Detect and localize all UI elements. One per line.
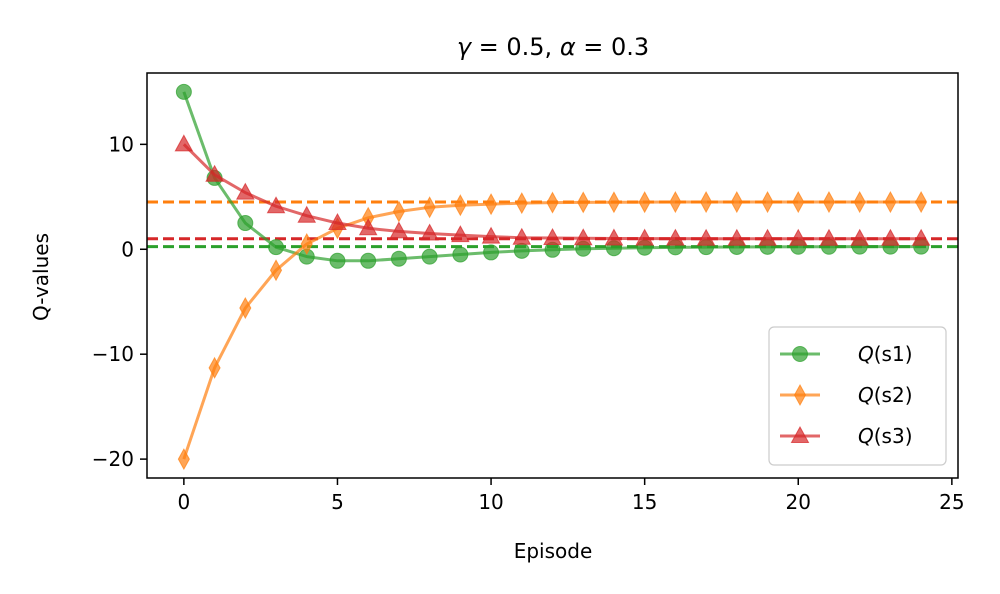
legend-label-2: Q(s2) [858, 383, 913, 407]
legend-label-3: Q(s3) [858, 424, 913, 448]
data-point-s3-3 [266, 196, 286, 214]
data-point-s1-6 [360, 252, 377, 269]
data-point-s3-2 [235, 182, 255, 200]
axes-frame [146, 72, 959, 479]
x-tick-label-25: 25 [939, 490, 964, 514]
data-point-s2-14 [607, 191, 621, 214]
data-point-s1-11 [513, 242, 530, 259]
y-tick-label-3: 10 [109, 132, 134, 156]
data-point-s2-12 [546, 191, 559, 214]
data-point-s2-15 [638, 191, 651, 214]
legend-marker-1 [792, 346, 808, 362]
data-point-s2-17 [700, 191, 713, 214]
data-point-s3-13 [573, 228, 593, 246]
data-point-s2-3 [269, 259, 283, 282]
plot-clip-group [147, 83, 958, 471]
data-point-s1-0 [175, 83, 192, 100]
data-point-s2-23 [884, 191, 897, 214]
data-point-s2-13 [577, 191, 590, 214]
axes: 0 5 10 15 20 25 −20 −10 0 10 [92, 72, 965, 514]
data-point-s2-20 [792, 191, 805, 214]
data-point-s3-21 [819, 228, 839, 246]
data-point-s3-22 [850, 228, 870, 246]
plot-area [147, 83, 958, 471]
data-point-s1-3 [268, 239, 285, 256]
data-point-s3-16 [666, 228, 685, 246]
data-point-s1-9 [452, 246, 469, 263]
data-point-s2-2 [239, 296, 252, 320]
data-point-s3-9 [450, 225, 470, 243]
data-point-s2-21 [822, 191, 836, 214]
data-point-s3-7 [389, 221, 409, 239]
data-point-s2-16 [669, 191, 682, 214]
data-point-s1-7 [390, 250, 407, 267]
legend-marker-2 [793, 383, 807, 407]
data-point-s2-10 [484, 193, 498, 216]
data-point-s3-11 [512, 227, 532, 245]
legend-label-1: Q(s1) [858, 342, 913, 366]
x-tick-label-10: 10 [478, 490, 503, 514]
x-tick-label-5: 5 [331, 490, 344, 514]
data-point-s2-24 [915, 191, 928, 214]
data-point-s3-6 [358, 218, 378, 236]
data-point-s3-12 [543, 228, 562, 246]
data-point-s1-8 [421, 248, 438, 265]
data-point-s2-18 [730, 191, 743, 214]
data-point-s3-24 [911, 228, 931, 246]
chart-title: γ = 0.5, α = 0.3 [457, 33, 649, 61]
data-point-s2-0 [177, 448, 190, 471]
data-point-s3-18 [727, 228, 747, 246]
data-point-s2-11 [515, 192, 528, 215]
data-point-s3-10 [481, 226, 501, 244]
data-point-s2-4 [300, 232, 313, 256]
y-tick-label-1: −10 [92, 342, 134, 366]
y-tick-label-2: 0 [121, 237, 134, 261]
data-point-s3-14 [604, 228, 624, 246]
data-point-s3-5 [328, 212, 347, 231]
data-point-s3-15 [635, 228, 655, 246]
data-point-s3-1 [205, 164, 224, 182]
x-tick-label-15: 15 [632, 490, 657, 514]
data-point-s3-23 [881, 228, 900, 246]
legend: Q(s1) Q(s2) Q(s3) [768, 326, 947, 466]
y-axis-label: Q-values [29, 233, 53, 321]
data-point-s1-5 [329, 252, 346, 269]
data-point-s2-22 [853, 191, 866, 214]
data-point-s1-2 [237, 215, 254, 232]
legend-marker-3 [790, 425, 810, 443]
y-tick-label-0: −20 [92, 447, 134, 471]
legend-box [768, 326, 947, 466]
data-point-s2-8 [423, 196, 436, 219]
data-point-s3-19 [758, 228, 777, 246]
x-tick-label-20: 20 [786, 490, 811, 514]
data-point-s3-17 [696, 228, 716, 246]
data-point-s3-4 [297, 205, 317, 223]
data-point-s2-9 [454, 194, 467, 217]
data-point-s2-19 [761, 191, 774, 214]
data-point-s3-20 [788, 228, 808, 246]
data-point-s3-0 [174, 134, 194, 152]
x-axis-label: Episode [514, 539, 593, 563]
data-point-s2-1 [208, 356, 221, 379]
data-point-s3-8 [420, 223, 439, 241]
data-point-s1-10 [483, 244, 500, 261]
x-tick-label-0: 0 [177, 490, 190, 514]
